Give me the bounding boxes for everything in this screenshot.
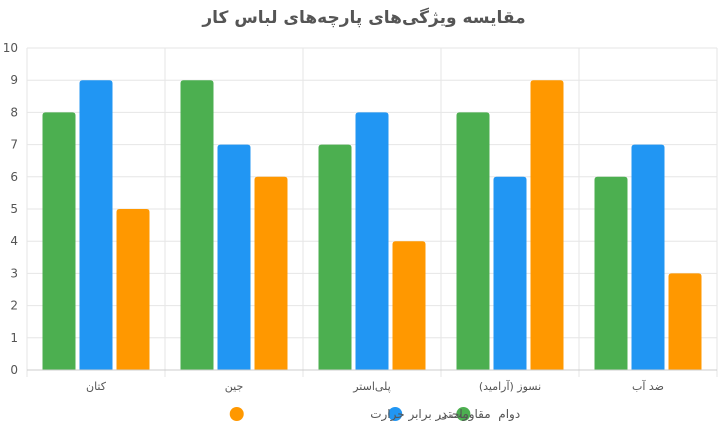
legend-label[interactable]: راحتی — [438, 407, 468, 422]
bar[interactable] — [530, 80, 564, 370]
bar[interactable] — [79, 80, 113, 370]
y-tick-label: 9 — [10, 73, 18, 87]
bar[interactable] — [217, 144, 251, 370]
x-tick-label: کتان — [86, 380, 107, 393]
legend-marker — [229, 407, 244, 421]
bar[interactable] — [318, 144, 352, 370]
bar[interactable] — [355, 112, 389, 371]
chart-title: مقایسه ویژگی‌های پارچه‌های لباس کار — [201, 7, 525, 28]
x-axis: کتان جین پلی‌استر نسوز (آرامید) ضد آب — [27, 369, 717, 393]
legend-marker — [388, 407, 403, 421]
bar[interactable] — [456, 112, 490, 371]
y-tick-label: 5 — [10, 202, 18, 216]
bar[interactable] — [116, 209, 150, 370]
x-tick-label: پلی‌استر — [352, 380, 391, 393]
y-tick-label: 1 — [10, 331, 18, 345]
bar[interactable] — [668, 273, 702, 370]
bar[interactable] — [180, 80, 214, 370]
y-tick-label: 7 — [10, 138, 18, 152]
y-tick-label: 0 — [10, 363, 18, 377]
x-tick-label: نسوز (آرامید) — [479, 379, 541, 393]
y-tick-label: 3 — [10, 266, 18, 280]
x-tick-label: جین — [225, 380, 244, 393]
bar[interactable] — [42, 112, 76, 371]
y-tick-label: 10 — [3, 41, 18, 55]
legend-label[interactable]: دوام — [498, 407, 520, 422]
x-tick-label: ضد آب — [632, 379, 664, 393]
bar[interactable] — [254, 176, 288, 370]
y-axis: 0 1 2 3 4 5 6 7 8 9 10 — [3, 41, 18, 377]
y-tick-label: 6 — [10, 170, 18, 184]
legend-label[interactable]: مقاومت در برابر حرارت — [370, 407, 490, 422]
y-tick-label: 8 — [10, 105, 18, 119]
bars — [42, 80, 702, 371]
y-tick-label: 2 — [10, 299, 18, 313]
legend-marker — [456, 407, 471, 421]
bar[interactable] — [594, 176, 628, 370]
bar[interactable] — [392, 241, 426, 370]
bar[interactable] — [493, 176, 527, 370]
bar[interactable] — [631, 144, 665, 370]
y-tick-label: 4 — [10, 234, 18, 248]
